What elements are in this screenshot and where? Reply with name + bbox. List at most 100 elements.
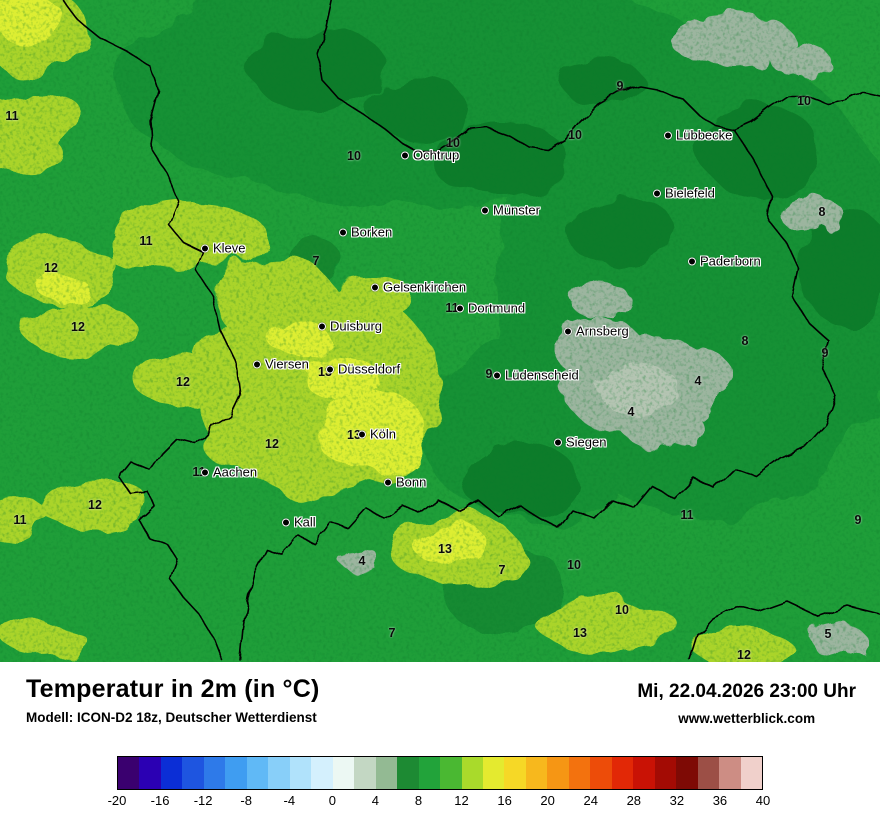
city-label: Duisburg	[330, 318, 383, 334]
website-link[interactable]: www.wetterblick.com	[678, 711, 816, 726]
colorbar-cell	[525, 757, 548, 789]
colorbar-cell	[418, 757, 441, 789]
city-marker-viersen: Viersen	[253, 358, 309, 371]
colorbar-cell	[160, 757, 183, 789]
colorbar-cell	[203, 757, 226, 789]
temperature-value: 13	[573, 625, 587, 640]
colorbar-cell	[719, 757, 741, 789]
colorbar-cell	[440, 757, 462, 789]
datetime-label: Mi, 22.04.2026 23:00 Uhr	[637, 681, 856, 702]
temperature-value: 10	[797, 93, 811, 108]
footer-left: Temperatur in 2m (in °C) Modell: ICON-D2…	[26, 675, 320, 724]
colorbar: -20 -16 -12 -8 -4 0 4 8 12 16 20 24 28 32 36 40	[108, 756, 771, 812]
city-marker-kall: Kall	[282, 516, 316, 529]
border-northeast	[733, 91, 880, 131]
city-marker-ludenscheid: Lüdenscheid	[493, 369, 579, 382]
colorbar-tick-labels: -20 -16 -12 -8 -4 0 4 8 12 16 20 24 28 32 36 40	[108, 793, 771, 812]
colorbar-cells	[117, 756, 763, 790]
city-dot-icon	[318, 322, 326, 330]
colorbar-tick-label: 0	[328, 793, 336, 808]
city-dot-icon	[493, 371, 501, 379]
city-label: Kall	[294, 514, 316, 530]
border-north	[317, 0, 735, 153]
colorbar-cell	[246, 757, 269, 789]
colorbar-cell	[740, 757, 763, 789]
city-dot-icon	[253, 360, 261, 368]
city-label: Kleve	[213, 240, 246, 256]
colorbar-tick-label: 24	[583, 793, 598, 808]
colorbar-tick-label: 8	[414, 793, 423, 808]
city-marker-duisburg: Duisburg	[318, 320, 382, 333]
city-label: Ochtrup	[413, 147, 460, 163]
colorbar-cell	[654, 757, 677, 789]
temperature-value: 12	[44, 260, 58, 275]
temperature-value: 11	[139, 233, 153, 248]
colorbar-tick-label: -4	[283, 793, 296, 808]
footer: Temperatur in 2m (in °C) Modell: ICON-D2…	[0, 662, 880, 830]
city-dot-icon	[653, 189, 661, 197]
temperature-value: 11	[5, 108, 19, 123]
colorbar-cell	[268, 757, 290, 789]
city-marker-aachen: Aachen	[201, 466, 257, 479]
state-borders	[62, 0, 880, 661]
colorbar-cell	[311, 757, 333, 789]
city-dot-icon	[201, 244, 209, 252]
city-dot-icon	[481, 206, 489, 214]
temperature-value: 10	[347, 148, 361, 163]
city-marker-kleve: Kleve	[201, 242, 246, 255]
temperature-value: 12	[265, 436, 279, 451]
city-marker-dortmund: Dortmund	[456, 302, 525, 315]
city-marker-bonn: Bonn	[384, 476, 426, 489]
colorbar-cell	[397, 757, 419, 789]
temperature-value: 9	[821, 345, 829, 360]
city-marker-arnsberg: Arnsberg	[564, 325, 629, 338]
city-label: Dortmund	[468, 300, 526, 316]
temperature-value: 13	[347, 427, 361, 442]
city-markers-layer: Ochtrup Lübbecke Bielefeld Münster Borken Kle…	[201, 127, 761, 529]
colorbar-cell	[568, 757, 591, 789]
city-marker-ochtrup: Ochtrup	[401, 149, 459, 162]
colorbar-tick-label: 20	[540, 793, 555, 808]
colorbar-cell	[676, 757, 698, 789]
colorbar-cell	[461, 757, 483, 789]
temperature-value: 12	[71, 319, 85, 334]
colorbar-cell	[482, 757, 505, 789]
city-marker-borken: Borken	[339, 226, 392, 239]
colorbar-cell	[547, 757, 569, 789]
colorbar-tick-label: 16	[497, 793, 512, 808]
colorbar-cell	[182, 757, 204, 789]
city-label: Paderborn	[700, 253, 761, 269]
city-label: Münster	[493, 202, 540, 218]
city-marker-paderborn: Paderborn	[688, 255, 761, 268]
city-marker-siegen: Siegen	[554, 436, 606, 449]
temperature-map-svg	[0, 0, 880, 662]
colorbar-cell	[139, 757, 161, 789]
city-dot-icon	[326, 365, 334, 373]
temperature-value: 12	[88, 497, 102, 512]
colorbar-tick-label: -20	[107, 793, 127, 808]
city-marker-bielefeld: Bielefeld	[653, 187, 715, 200]
temperature-value: 4	[694, 373, 702, 388]
footer-header: Temperatur in 2m (in °C) Modell: ICON-D2…	[0, 662, 880, 726]
city-label: Lübbecke	[676, 127, 733, 143]
temperature-value: 7	[498, 562, 506, 577]
temperature-value: 4	[358, 553, 366, 568]
colorbar-cell	[118, 757, 140, 789]
terrain-noise	[0, 0, 880, 662]
city-label: Aachen	[213, 464, 258, 480]
colorbar-cell	[354, 757, 376, 789]
city-dot-icon	[554, 438, 562, 446]
colorbar-tick-label: 40	[755, 793, 771, 808]
colorbar-tick-label: -8	[240, 793, 252, 808]
colorbar-tick-label: -12	[193, 793, 213, 808]
border-west	[62, 0, 241, 661]
temperature-value: 8	[818, 204, 826, 219]
temperature-value: 5	[824, 626, 832, 641]
temperature-value: 7	[388, 625, 396, 640]
temperature-value: 12	[737, 647, 751, 662]
border-southeast	[689, 601, 880, 661]
city-dot-icon	[282, 518, 290, 526]
temperature-value: 12	[176, 374, 190, 389]
city-label: Düsseldorf	[338, 361, 401, 377]
city-dot-icon	[664, 131, 672, 139]
